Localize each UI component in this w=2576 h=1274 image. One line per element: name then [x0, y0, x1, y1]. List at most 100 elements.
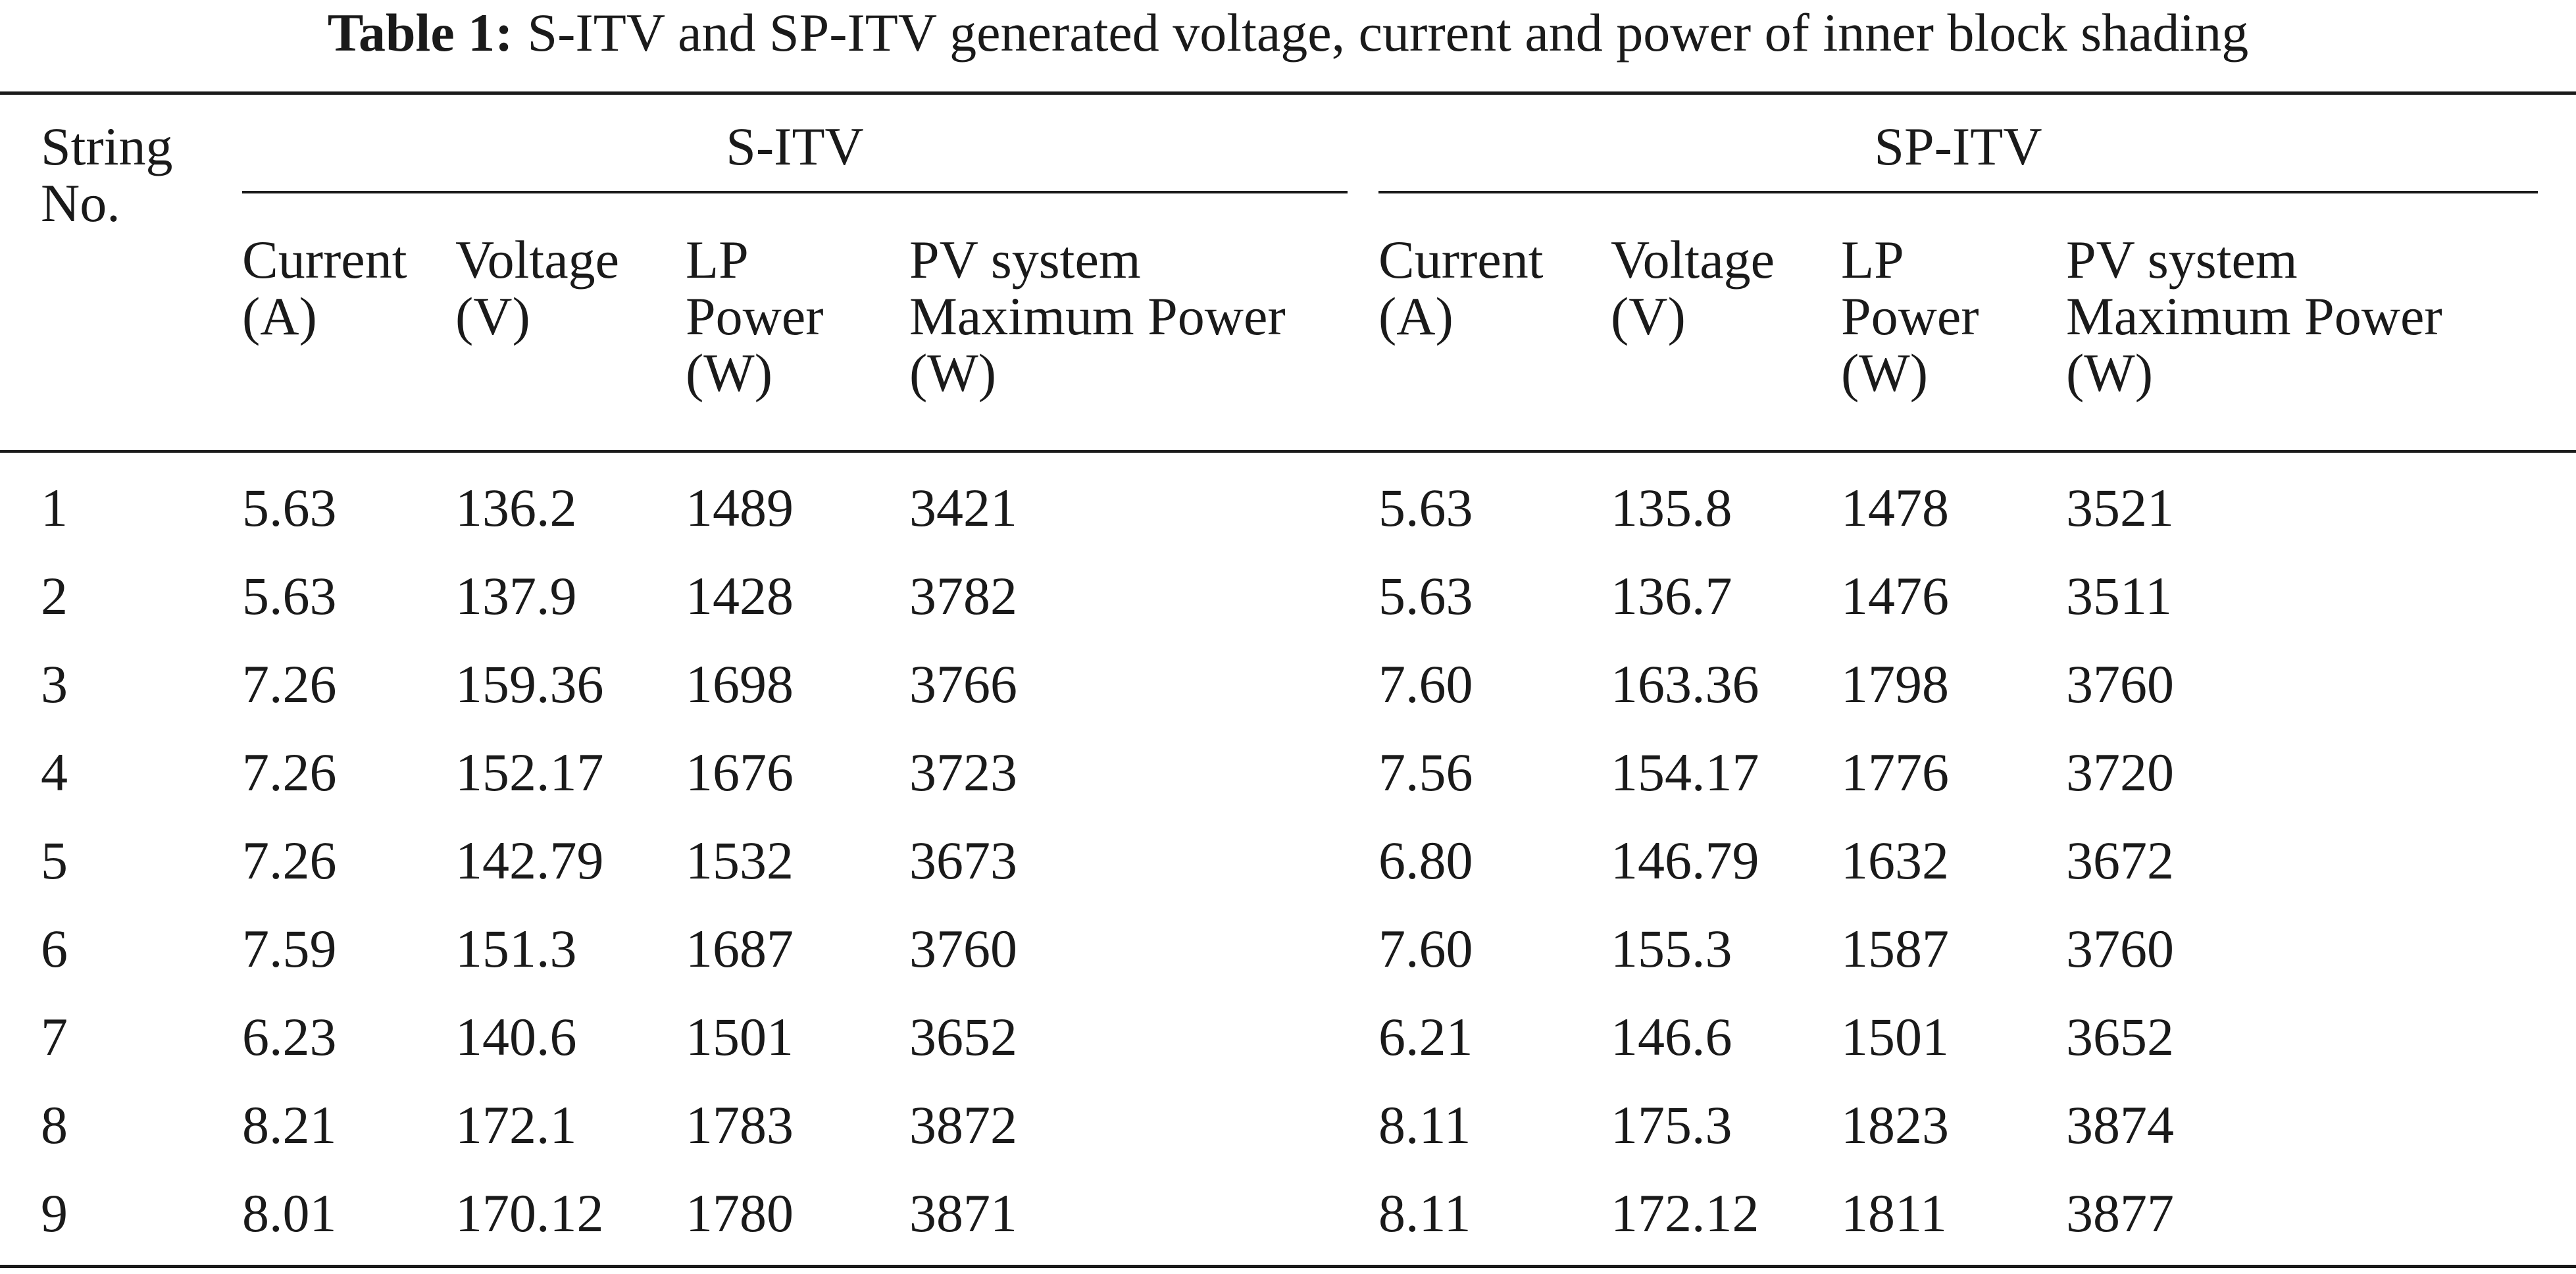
table-row: 4 7.26 152.17 1676 3723 7.56 154.17 1776 3720 — [0, 728, 2576, 817]
cell-sp-itv-max-power: 3877 — [2066, 1183, 2174, 1243]
cell-s-itv-voltage: 159.36 — [455, 654, 604, 714]
table-row: 7 6.23 140.6 1501 3652 6.21 146.6 1501 3652 — [0, 993, 2576, 1081]
string-no-cell: 5 — [41, 830, 68, 890]
cell-s-itv-max-power: 3871 — [909, 1183, 1017, 1243]
column-header-line: (W) — [1841, 343, 1929, 403]
cell-sp-itv-current: 6.21 — [1378, 1007, 1473, 1067]
cell-s-itv-current: 6.23 — [242, 1007, 337, 1067]
string-no-cell: 9 — [41, 1183, 68, 1243]
cell-sp-itv-max-power: 3672 — [2066, 830, 2174, 890]
cell-s-itv-max-power: 3673 — [909, 830, 1017, 890]
column-header-line: LP — [1841, 230, 1904, 290]
column-header-line: Power — [686, 286, 824, 346]
cell-s-itv-voltage: 170.12 — [455, 1183, 604, 1243]
string-no-cell: 4 — [41, 742, 68, 802]
column-header-line: LP — [686, 230, 749, 290]
table-caption-label: Table 1: — [327, 3, 513, 63]
cell-s-itv-lp-power: 1489 — [686, 478, 794, 538]
cell-sp-itv-current: 5.63 — [1378, 566, 1473, 626]
column-header-line: Voltage — [1611, 230, 1775, 290]
table-row: 5 7.26 142.79 1532 3673 6.80 146.79 1632 3672 — [0, 817, 2576, 905]
column-header-sp-itv-lp-power: LP Power (W) — [1841, 232, 1979, 401]
cell-s-itv-lp-power: 1783 — [686, 1095, 794, 1155]
column-header-line: (W) — [909, 343, 997, 403]
cell-sp-itv-lp-power: 1476 — [1841, 566, 1949, 626]
cell-sp-itv-voltage: 172.12 — [1611, 1183, 1759, 1243]
cell-s-itv-current: 7.26 — [242, 830, 337, 890]
cell-s-itv-max-power: 3782 — [909, 566, 1017, 626]
string-no-cell: 7 — [41, 1007, 68, 1067]
column-header-line: (W) — [686, 343, 773, 403]
column-header-line: PV system — [909, 230, 1141, 290]
table-row: 1 5.63 136.2 1489 3421 5.63 135.8 1478 3521 — [0, 464, 2576, 552]
cell-s-itv-max-power: 3760 — [909, 919, 1017, 979]
cell-sp-itv-max-power: 3652 — [2066, 1007, 2174, 1067]
cell-s-itv-lp-power: 1501 — [686, 1007, 794, 1067]
column-header-s-itv-voltage: Voltage (V) — [455, 232, 619, 345]
table-bottom-rule — [0, 1265, 2576, 1268]
cell-sp-itv-current: 7.60 — [1378, 654, 1473, 714]
cell-sp-itv-max-power: 3874 — [2066, 1095, 2174, 1155]
column-header-line: (V) — [455, 286, 530, 346]
cell-sp-itv-max-power: 3760 — [2066, 919, 2174, 979]
column-header-s-itv-max-power: PV system Maximum Power (W) — [909, 232, 1286, 401]
table-row: 9 8.01 170.12 1780 3871 8.11 172.12 1811 3877 — [0, 1169, 2576, 1258]
cell-s-itv-current: 7.59 — [242, 919, 337, 979]
column-header-sp-itv-voltage: Voltage (V) — [1611, 232, 1775, 345]
cell-sp-itv-lp-power: 1632 — [1841, 830, 1949, 890]
group-header-sp-itv: SP-ITV — [1874, 116, 2042, 176]
cell-s-itv-voltage: 142.79 — [455, 830, 604, 890]
string-no-header-line1: String — [41, 116, 173, 176]
column-header-line: Maximum Power — [2066, 286, 2442, 346]
cell-sp-itv-current: 8.11 — [1378, 1095, 1471, 1155]
table-caption: Table 1: S-ITV and SP-ITV generated volta… — [0, 0, 2576, 79]
cell-sp-itv-voltage: 136.7 — [1611, 566, 1732, 626]
column-header-line: (W) — [2066, 343, 2154, 403]
table-caption-text: S-ITV and SP-ITV generated voltage, curr… — [527, 3, 2249, 63]
group-rule-s-itv — [242, 191, 1348, 193]
column-header-sp-itv-max-power: PV system Maximum Power (W) — [2066, 232, 2442, 401]
cell-s-itv-current: 7.26 — [242, 654, 337, 714]
table-row: 3 7.26 159.36 1698 3766 7.60 163.36 1798 3760 — [0, 640, 2576, 728]
table-top-rule — [0, 91, 2576, 95]
cell-s-itv-max-power: 3766 — [909, 654, 1017, 714]
cell-sp-itv-lp-power: 1501 — [1841, 1007, 1949, 1067]
cell-s-itv-voltage: 136.2 — [455, 478, 577, 538]
cell-sp-itv-current: 7.56 — [1378, 742, 1473, 802]
string-no-header: String No. — [41, 118, 172, 232]
cell-s-itv-current: 8.21 — [242, 1095, 337, 1155]
cell-s-itv-current: 5.63 — [242, 478, 337, 538]
group-rule-sp-itv — [1378, 191, 2538, 193]
cell-s-itv-max-power: 3652 — [909, 1007, 1017, 1067]
cell-sp-itv-max-power: 3760 — [2066, 654, 2174, 714]
string-no-cell: 2 — [41, 566, 68, 626]
cell-s-itv-max-power: 3872 — [909, 1095, 1017, 1155]
column-header-line: (V) — [1611, 286, 1686, 346]
cell-s-itv-voltage: 172.1 — [455, 1095, 577, 1155]
cell-s-itv-lp-power: 1676 — [686, 742, 794, 802]
string-no-header-line2: No. — [41, 173, 120, 233]
cell-s-itv-lp-power: 1428 — [686, 566, 794, 626]
cell-s-itv-current: 5.63 — [242, 566, 337, 626]
cell-sp-itv-lp-power: 1587 — [1841, 919, 1949, 979]
cell-sp-itv-voltage: 154.17 — [1611, 742, 1759, 802]
column-header-s-itv-current: Current (A) — [242, 232, 407, 345]
cell-s-itv-max-power: 3723 — [909, 742, 1017, 802]
cell-s-itv-voltage: 137.9 — [455, 566, 577, 626]
cell-s-itv-voltage: 152.17 — [455, 742, 604, 802]
cell-s-itv-lp-power: 1687 — [686, 919, 794, 979]
cell-s-itv-voltage: 151.3 — [455, 919, 577, 979]
cell-sp-itv-voltage: 146.6 — [1611, 1007, 1732, 1067]
cell-sp-itv-lp-power: 1478 — [1841, 478, 1949, 538]
cell-sp-itv-current: 8.11 — [1378, 1183, 1471, 1243]
cell-sp-itv-lp-power: 1823 — [1841, 1095, 1949, 1155]
header-bottom-rule — [0, 450, 2576, 453]
cell-s-itv-max-power: 3421 — [909, 478, 1017, 538]
table-row: 6 7.59 151.3 1687 3760 7.60 155.3 1587 3760 — [0, 905, 2576, 993]
cell-sp-itv-max-power: 3521 — [2066, 478, 2174, 538]
column-header-line: Power — [1841, 286, 1979, 346]
column-header-line: Maximum Power — [909, 286, 1286, 346]
column-header-line: Current — [1378, 230, 1544, 290]
cell-sp-itv-current: 6.80 — [1378, 830, 1473, 890]
string-no-cell: 3 — [41, 654, 68, 714]
